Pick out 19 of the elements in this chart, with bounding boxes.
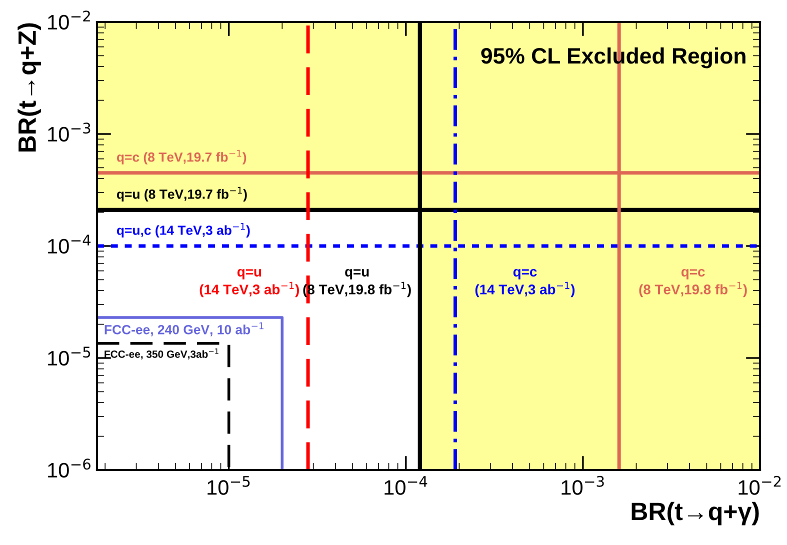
series-label: FCC-ee, 240 GeV, 10 ab$^{−1}$ — [104, 322, 264, 336]
ref-line-label: q=c (8 TeV,19.7 fb$^{−1}$) — [116, 150, 246, 164]
ref-line-label: q=c (8 TeV,19.8 fb$^{−1}$) — [639, 268, 747, 298]
y-tick-label: 10$^{−3}$ — [48, 122, 90, 142]
x-axis-title: BR(t→q+γ) — [632, 502, 759, 526]
y-tick-label: 10$^{−6}$ — [48, 458, 90, 478]
x-tick-label: 10$^{−5}$ — [208, 476, 250, 495]
series-label: FCC-ee, 350 GeV,3ab$^{−1}$ — [104, 348, 218, 360]
ref-line-label: q=u (14 TeV,3 ab$^{−1}$) — [200, 268, 299, 298]
ref-line-label: q=u,c (14 TeV,3 ab$^{−1}$) — [116, 223, 250, 238]
y-tick-label: 10$^{−4}$ — [48, 234, 91, 254]
x-tick-label: 10$^{−4}$ — [384, 476, 428, 495]
x-tick-label: 10$^{−2}$ — [738, 476, 781, 495]
x-tick-label: 10$^{−3}$ — [562, 476, 604, 495]
y-tick-label: 10$^{−2}$ — [48, 10, 90, 30]
ref-line-label: q=c (14 TeV,3 ab$^{−1}$) — [475, 268, 575, 298]
y-axis-title: BR(t→q+Z) — [18, 23, 41, 152]
y-tick-label: 10$^{−5}$ — [48, 346, 90, 366]
ref-line-label: q=u (8 TeV,19.7 fb$^{−1}$) — [116, 186, 247, 202]
